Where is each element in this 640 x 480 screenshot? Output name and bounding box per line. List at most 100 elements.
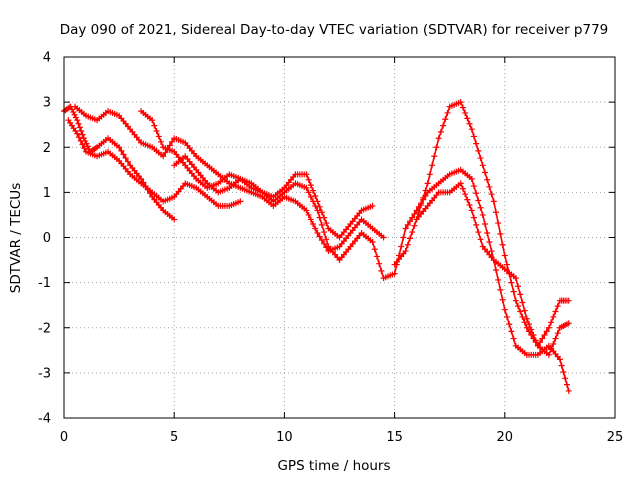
data-point [504, 313, 511, 320]
data-point [310, 198, 317, 205]
data-point [457, 99, 464, 106]
data-point [541, 331, 548, 338]
data-point [468, 175, 475, 182]
data-point [391, 270, 398, 277]
data-point [92, 145, 99, 152]
data-point [444, 109, 451, 116]
data-point [442, 116, 449, 123]
data-point [506, 321, 513, 328]
data-point [168, 138, 175, 145]
data-point [81, 145, 88, 152]
data-point [519, 299, 526, 306]
y-tick-label: 0 [43, 231, 51, 246]
data-point [122, 155, 129, 162]
data-point [512, 297, 519, 304]
x-tick-label: 10 [276, 430, 293, 445]
data-point [495, 220, 502, 227]
data-point [470, 183, 477, 190]
data-point [79, 131, 86, 138]
data-point [116, 144, 123, 151]
data-point [468, 207, 475, 214]
data-point [532, 337, 539, 344]
x-tick-label: 20 [497, 430, 514, 445]
data-point [398, 243, 405, 250]
data-point [424, 180, 431, 187]
data-point [563, 381, 570, 388]
data-point [481, 220, 488, 227]
data-point [479, 162, 486, 169]
data-point [475, 229, 482, 236]
data-point [550, 313, 557, 320]
y-tick-label: 3 [43, 96, 51, 111]
chart-title: Day 090 of 2021, Sidereal Day-to-day VTE… [60, 22, 609, 38]
data-point [554, 303, 561, 310]
data-point [497, 230, 504, 237]
data-point [378, 267, 385, 274]
data-point [76, 124, 83, 131]
data-point [418, 202, 425, 209]
data-point [71, 111, 78, 118]
data-point [523, 315, 530, 322]
data-point [312, 225, 319, 232]
data-point [305, 189, 312, 196]
data-point [124, 158, 131, 165]
data-point [539, 335, 546, 342]
data-point [307, 182, 314, 189]
series-track-5 [171, 153, 572, 394]
data-point [305, 211, 312, 218]
data-point [488, 248, 495, 255]
data-point [316, 203, 323, 210]
data-point [407, 235, 414, 242]
y-tick-label: -1 [38, 276, 51, 291]
data-point [558, 362, 565, 369]
data-point [515, 303, 522, 310]
y-tick-label: 2 [43, 141, 51, 156]
data-point [562, 375, 569, 382]
data-point [554, 330, 561, 337]
data-point [484, 176, 491, 183]
data-point [373, 253, 380, 260]
data-point [477, 236, 484, 243]
data-point [512, 275, 519, 282]
data-point [565, 297, 572, 304]
y-tick-label: 1 [43, 186, 51, 201]
data-point [79, 141, 86, 148]
data-point [314, 229, 321, 236]
data-point [318, 237, 325, 244]
data-point [528, 326, 535, 333]
data-point [479, 211, 486, 218]
data-point [380, 234, 387, 241]
data-point [468, 126, 475, 133]
data-point [323, 236, 330, 243]
data-point [543, 328, 550, 335]
data-point [548, 319, 555, 326]
data-point [464, 115, 471, 122]
data-point [484, 229, 491, 236]
data-point [492, 209, 499, 216]
data-point [407, 218, 414, 225]
data-point [314, 207, 321, 214]
plot-frame [63, 56, 616, 419]
data-point [318, 221, 325, 228]
data-point [490, 198, 497, 205]
data-point [437, 128, 444, 135]
data-point [556, 356, 563, 363]
data-point [75, 120, 82, 127]
data-point [492, 266, 499, 273]
data-point [462, 109, 469, 116]
data-point [565, 387, 572, 394]
data-point [321, 229, 328, 236]
data-point [433, 144, 440, 151]
data-point [422, 187, 429, 194]
data-point [510, 335, 517, 342]
data-point [486, 239, 493, 246]
data-point [120, 151, 127, 158]
x-tick-label: 15 [386, 430, 403, 445]
data-point [537, 339, 544, 346]
data-point [477, 204, 484, 211]
data-point [323, 220, 330, 227]
data-point [303, 184, 310, 191]
data-point [521, 319, 528, 326]
data-point [77, 137, 84, 144]
